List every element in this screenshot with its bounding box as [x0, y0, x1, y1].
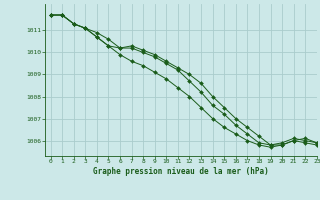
X-axis label: Graphe pression niveau de la mer (hPa): Graphe pression niveau de la mer (hPa) [93, 167, 269, 176]
